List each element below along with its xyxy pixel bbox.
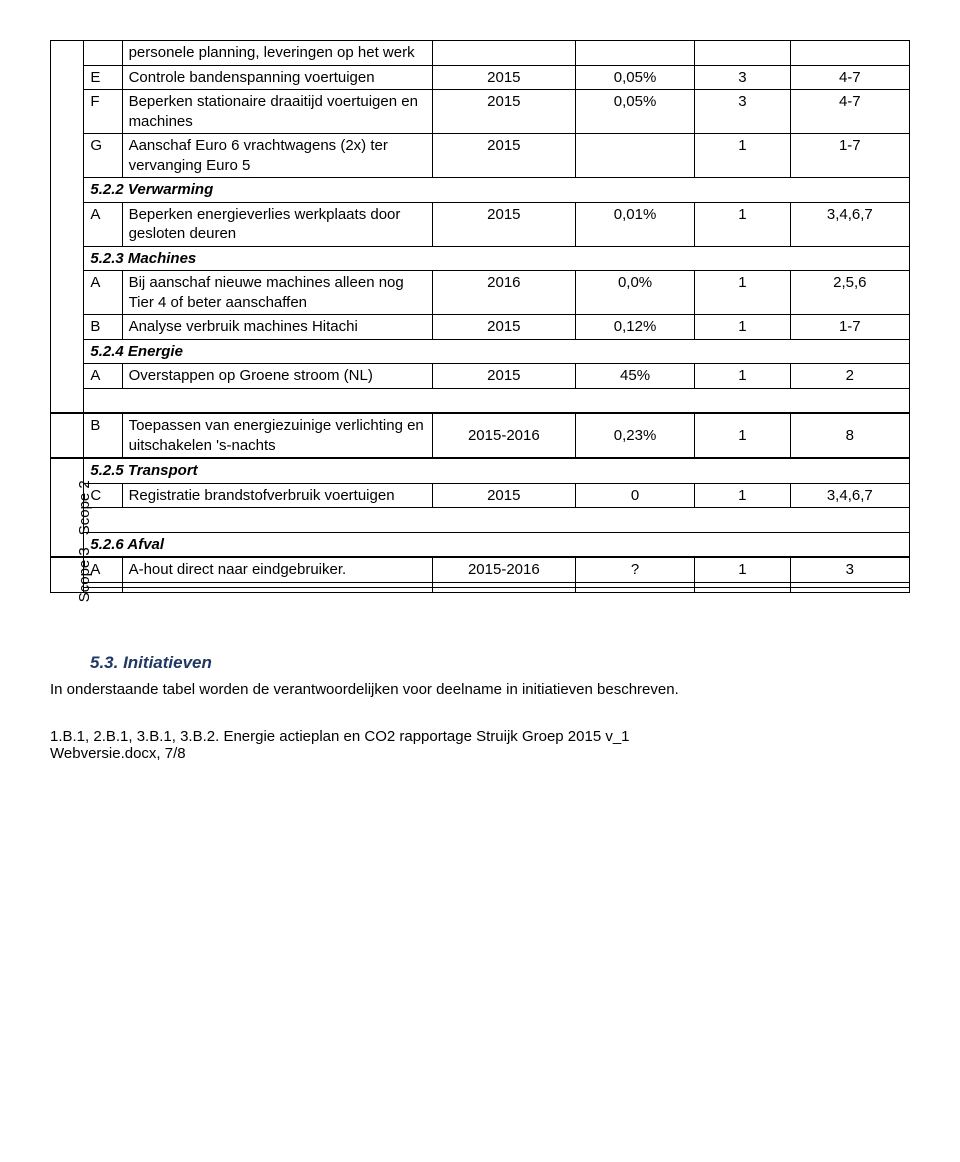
heading-522: 5.2.2 Verwarming: [84, 178, 910, 203]
scope-2-cell: Scope 2: [51, 459, 84, 557]
heading-523: 5.2.3 Machines: [84, 246, 910, 271]
pct-cell: [575, 41, 694, 66]
table-row: B Analyse verbruik machines Hitachi 2015…: [51, 315, 910, 340]
desc-cell: personele planning, leveringen op het we…: [122, 41, 432, 66]
table-row: A Overstappen op Groene stroom (NL) 2015…: [51, 364, 910, 389]
heading-row: 5.2.2 Verwarming: [51, 178, 910, 203]
heading-row: 5.2.6 Afval: [51, 532, 910, 557]
table-block-4: Scope 3 A A-hout direct naar eindgebruik…: [50, 557, 910, 593]
table-block-2: B Toepassen van energiezuinige verlichti…: [50, 413, 910, 458]
ref-cell: [790, 41, 909, 66]
scope-3-cell: Scope 3: [51, 558, 84, 593]
page-footer: 1.B.1, 2.B.1, 3.B.1, 3.B.2. Energie acti…: [50, 728, 910, 762]
scope-2-label: Scope 2: [75, 480, 95, 535]
section-53-body: In onderstaande tabel worden de verantwo…: [50, 681, 910, 698]
letter-cell: [84, 41, 122, 66]
footer-line-2: Webversie.docx, 7/8: [50, 745, 910, 762]
heading-row: 5.2.4 Energie: [51, 339, 910, 364]
section-53-heading: 5.3. Initiatieven: [90, 653, 910, 673]
table-row: B Toepassen van energiezuinige verlichti…: [51, 414, 910, 458]
table-row: Scope 3 A A-hout direct naar eindgebruik…: [51, 558, 910, 583]
table-row: C Registratie brandstofverbruik voertuig…: [51, 483, 910, 508]
year-cell: [432, 41, 575, 66]
table-block-3: Scope 2 5.2.5 Transport C Registratie br…: [50, 458, 910, 557]
heading-row: 5.2.3 Machines: [51, 246, 910, 271]
table-row: E Controle bandenspanning voertuigen 201…: [51, 65, 910, 90]
heading-row: Scope 2 5.2.5 Transport: [51, 459, 910, 484]
table-row: G Aanschaf Euro 6 vrachtwagens (2x) ter …: [51, 134, 910, 178]
heading-525: 5.2.5 Transport: [84, 459, 910, 484]
footer-line-1: 1.B.1, 2.B.1, 3.B.1, 3.B.2. Energie acti…: [50, 728, 910, 745]
cnt-cell: [695, 41, 790, 66]
table-block-1: personele planning, leveringen op het we…: [50, 40, 910, 413]
table-row: personele planning, leveringen op het we…: [51, 41, 910, 66]
table-row: F Beperken stationaire draaitijd voertui…: [51, 90, 910, 134]
heading-524: 5.2.4 Energie: [84, 339, 910, 364]
table-row: A Beperken energieverlies werkplaats doo…: [51, 202, 910, 246]
heading-526: 5.2.6 Afval: [84, 532, 910, 557]
scope-3-label: Scope 3: [75, 547, 95, 602]
table-row: A Bij aanschaf nieuwe machines alleen no…: [51, 271, 910, 315]
